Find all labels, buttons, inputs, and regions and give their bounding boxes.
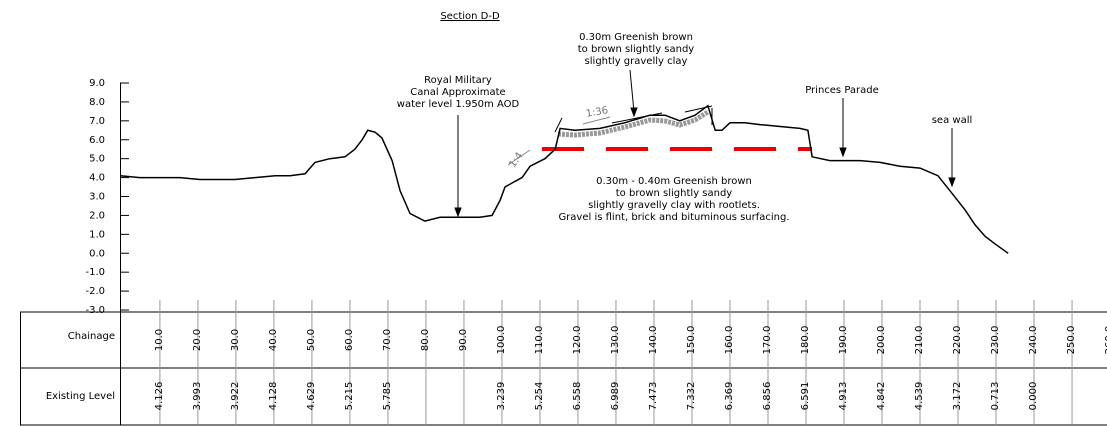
annotation: sea wall xyxy=(932,115,973,126)
existing-level: 4.126 xyxy=(154,382,165,411)
annotation: to brown slightly sandy xyxy=(578,44,695,55)
y-tick-label: 4.0 xyxy=(89,173,105,184)
existing-level: 6.856 xyxy=(762,382,773,411)
annotation: slightly gravelly clay xyxy=(585,56,688,67)
annotation: Gravel is flint, brick and bituminous su… xyxy=(558,212,789,223)
x-tick-label: 10.0 xyxy=(154,329,165,351)
annotation: 1:4 xyxy=(507,151,525,170)
annotation: Canal Approximate xyxy=(410,87,505,98)
x-tick-label: 30.0 xyxy=(230,329,241,351)
existing-level: 6.989 xyxy=(610,382,621,411)
existing-level: 7.332 xyxy=(686,382,697,411)
x-tick-label: 130.0 xyxy=(610,326,621,355)
annotation: slightly gravelly clay with rootlets. xyxy=(588,200,760,211)
y-tick-label: 1.0 xyxy=(89,229,105,240)
existing-level: 3.922 xyxy=(230,382,241,411)
existing-level: 6.558 xyxy=(572,382,583,411)
x-tick-label: 70.0 xyxy=(382,329,393,351)
x-tick-label: 200.0 xyxy=(876,326,887,355)
annotation: water level 1.950m AOD xyxy=(397,99,520,110)
x-tick-label: 60.0 xyxy=(344,329,355,351)
y-tick-label: -2.0 xyxy=(85,286,105,297)
existing-level: 0.000 xyxy=(1028,382,1039,411)
annotation: Princes Parade xyxy=(805,85,879,96)
existing-level: 6.369 xyxy=(724,382,735,411)
x-tick-label: 170.0 xyxy=(762,326,773,355)
existing-level: 4.128 xyxy=(268,382,279,411)
y-tick-label: 7.0 xyxy=(89,116,105,127)
y-tick-label: 2.0 xyxy=(89,210,105,221)
existing-level: 6.591 xyxy=(800,382,811,411)
x-tick-label: 180.0 xyxy=(800,326,811,355)
existing-level: 4.629 xyxy=(306,382,317,411)
x-tick-label: 100.0 xyxy=(496,326,507,355)
existing-level: 3.172 xyxy=(952,382,963,411)
slope-marker xyxy=(684,105,713,113)
annotation: 0.30m Greenish brown xyxy=(579,32,693,43)
x-tick-label: 190.0 xyxy=(838,326,849,355)
x-tick-label: 50.0 xyxy=(306,329,317,351)
existing-level: 5.215 xyxy=(344,382,355,411)
x-tick-label: 140.0 xyxy=(648,326,659,355)
x-tick-label: 230.0 xyxy=(990,326,1001,355)
x-tick-label: 250.0 xyxy=(1066,326,1077,355)
existing-level: 5.785 xyxy=(382,382,393,411)
existing-level: 3.993 xyxy=(192,382,203,411)
x-tick-label: 110.0 xyxy=(534,326,545,355)
ground-profile xyxy=(119,104,1009,254)
x-tick-label: 20.0 xyxy=(192,329,203,351)
slope-marker xyxy=(554,117,563,133)
annotation: 0.30m - 0.40m Greenish brown xyxy=(596,176,752,187)
x-tick-label: 160.0 xyxy=(724,326,735,355)
existing-level: 4.539 xyxy=(914,382,925,411)
x-tick-label: 90.0 xyxy=(458,329,469,351)
topsoil-layer xyxy=(557,109,710,138)
existing-level: 3.239 xyxy=(496,382,507,411)
existing-level: 7.473 xyxy=(648,382,659,411)
x-tick-label: 220.0 xyxy=(952,326,963,355)
table-frame xyxy=(20,300,1107,426)
existing-level: 4.842 xyxy=(876,382,887,411)
row-label: Existing Level xyxy=(46,391,115,402)
title: Section D-D xyxy=(440,11,500,22)
x-tick-label: 120.0 xyxy=(572,326,583,355)
y-tick-label: 5.0 xyxy=(89,154,105,165)
x-tick-label: 40.0 xyxy=(268,329,279,351)
y-tick-label: 0.0 xyxy=(89,248,105,259)
annotation-arrows xyxy=(454,69,956,218)
existing-level: 5.254 xyxy=(534,382,545,411)
y-tick-label: 9.0 xyxy=(89,78,105,89)
row-label: Chainage xyxy=(68,331,115,342)
x-tick-label: 240.0 xyxy=(1028,326,1039,355)
slope-marker xyxy=(582,116,611,125)
existing-level: 4.913 xyxy=(838,382,849,411)
existing-level: 0.713 xyxy=(990,382,1001,411)
y-tick-label: 3.0 xyxy=(89,192,105,203)
annotation: Royal Military xyxy=(424,75,492,86)
annotation: 1:36 xyxy=(585,105,609,120)
x-tick-label: 150.0 xyxy=(686,326,697,355)
y-tick-label: -3.0 xyxy=(85,305,105,316)
annotation: to brown slightly sandy xyxy=(616,188,733,199)
y-tick-label: 8.0 xyxy=(89,97,105,108)
y-tick-label: 6.0 xyxy=(89,135,105,146)
x-tick-label: 210.0 xyxy=(914,326,925,355)
slope-marker xyxy=(507,149,531,166)
y-tick-label: -1.0 xyxy=(85,267,105,278)
x-tick-label: 80.0 xyxy=(420,329,431,351)
x-tick-label: 260.0 xyxy=(1104,326,1107,355)
